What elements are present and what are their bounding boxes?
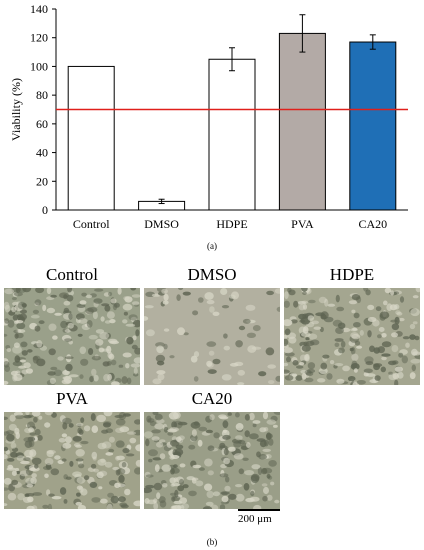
panel-b-label: (b) <box>206 537 218 547</box>
micrograph-title-pva: PVA <box>56 389 88 408</box>
x-tick-label-pva: PVA <box>291 217 314 231</box>
micrograph-ca20 <box>144 412 280 509</box>
micrograph-title-control: Control <box>46 265 98 284</box>
scale-bar-label: 200 μm <box>238 513 272 525</box>
micrograph-title-ca20: CA20 <box>191 389 233 408</box>
y-tick-label-20: 20 <box>36 174 48 188</box>
y-tick-label-40: 40 <box>36 146 48 160</box>
micrograph-control <box>4 288 140 385</box>
bar-ca20 <box>349 41 397 211</box>
bar-control <box>67 65 115 211</box>
micrograph-dmso <box>144 288 280 385</box>
micrograph-title-hdpe: HDPE <box>329 265 375 284</box>
panel-a-label: (a) <box>207 241 217 251</box>
y-tick-label-100: 100 <box>30 59 48 73</box>
bar-hdpe <box>208 58 256 211</box>
y-tick-label-120: 120 <box>30 31 48 45</box>
x-tick-label-dmso: DMSO <box>144 217 179 231</box>
viability-bar-chart: 0 20 40 60 80 100 120 140 Viability (%) Control DM… <box>9 2 408 231</box>
x-tick-label-ca20: CA20 <box>358 217 387 231</box>
y-axis-label: Viability (%) <box>9 78 23 141</box>
y-tick-label-140: 140 <box>30 2 48 16</box>
y-tick-label-80: 80 <box>36 88 48 102</box>
x-tick-label-control: Control <box>73 217 110 231</box>
micrograph-hdpe <box>284 288 420 385</box>
micrograph-pva <box>4 412 140 509</box>
y-tick-label-60: 60 <box>36 117 48 131</box>
x-tick-label-hdpe: HDPE <box>216 217 247 231</box>
y-tick-label-0: 0 <box>42 203 48 217</box>
bar-pva <box>278 32 326 211</box>
micrograph-title-dmso: DMSO <box>187 265 237 284</box>
scale-bar <box>238 509 280 511</box>
